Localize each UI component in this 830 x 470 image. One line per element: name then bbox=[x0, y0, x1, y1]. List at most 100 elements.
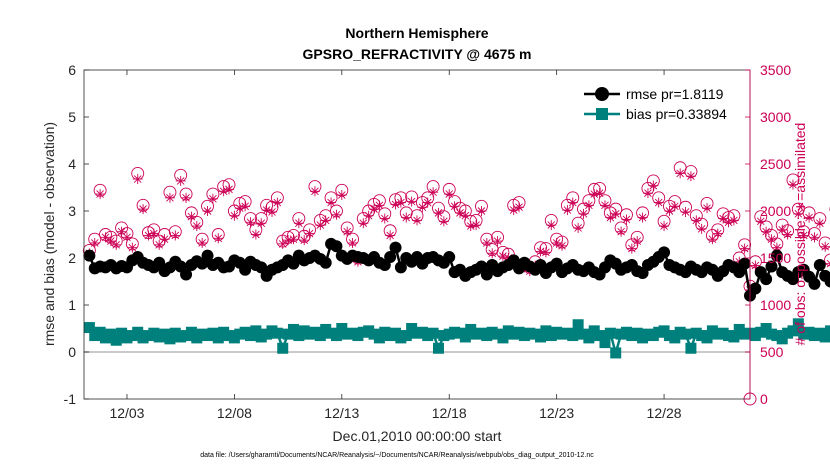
bias-point bbox=[373, 332, 385, 344]
obs-assimilated-point bbox=[599, 200, 610, 211]
bias-point bbox=[105, 328, 117, 340]
obs-assimilated-point bbox=[487, 248, 498, 259]
obs-assimilated-point bbox=[578, 208, 589, 219]
obs-assimilated-point bbox=[395, 197, 406, 208]
obs-assimilated-point bbox=[132, 174, 143, 185]
obs-assimilated-point bbox=[304, 228, 315, 239]
obs-assimilated-point bbox=[659, 221, 670, 232]
y-tick-label: -1 bbox=[64, 391, 77, 407]
obs-assimilated-point bbox=[250, 229, 261, 240]
rmse-point bbox=[760, 273, 773, 286]
obs-assimilated-point bbox=[685, 171, 696, 182]
bias-point bbox=[701, 332, 713, 344]
y-axis-label: rmse and bias (model - observation) bbox=[41, 122, 57, 346]
obs-assimilated-point bbox=[728, 215, 739, 226]
obs-assimilated-point bbox=[213, 233, 224, 244]
obs-assimilated-point bbox=[777, 224, 788, 235]
obs-assimilated-point bbox=[492, 236, 503, 247]
legend-rmse-marker bbox=[595, 87, 609, 101]
obs-assimilated-point bbox=[739, 243, 750, 254]
legend-bias-marker bbox=[596, 108, 608, 120]
rmse-point bbox=[180, 268, 193, 281]
obs-assimilated-point bbox=[669, 201, 680, 212]
obs-assimilated-point bbox=[691, 215, 702, 226]
obs-assimilated-point bbox=[723, 217, 734, 228]
obs-assimilated-point bbox=[621, 214, 632, 225]
obs-assimilated-point bbox=[412, 215, 422, 226]
rmse-point bbox=[83, 249, 96, 262]
bias-point bbox=[572, 319, 584, 331]
obs-assimilated-point bbox=[148, 228, 159, 239]
obs-assimilated-point bbox=[481, 237, 492, 248]
obs-assimilated-point bbox=[326, 197, 337, 208]
bias-point bbox=[400, 330, 412, 342]
obs-assimilated-point bbox=[551, 237, 562, 248]
obs-assimilated-point bbox=[696, 223, 707, 234]
obs-assimilated-point bbox=[766, 234, 777, 245]
obs-assimilated-point bbox=[309, 186, 320, 197]
obs-assimilated-point bbox=[288, 234, 299, 245]
obs-assimilated-point bbox=[256, 218, 267, 229]
y-tick-label: 2 bbox=[68, 250, 76, 266]
bias-point bbox=[132, 326, 144, 338]
obs-assimilated-point bbox=[202, 206, 213, 216]
y-tick-label: 6 bbox=[68, 62, 76, 78]
obs-assimilated-point bbox=[782, 229, 793, 240]
bias-point bbox=[277, 342, 289, 354]
obs-assimilated-point bbox=[567, 197, 578, 208]
x-tick-label: 12/18 bbox=[432, 405, 467, 421]
obs-assimilated-point bbox=[170, 230, 181, 241]
obs-assimilated-point bbox=[718, 213, 729, 224]
rmse-point bbox=[480, 268, 493, 281]
obs-assimilated-point bbox=[336, 190, 347, 201]
obs-assimilated-point bbox=[358, 218, 369, 229]
obs-assimilated-point bbox=[299, 235, 310, 246]
y-tick-label: 1 bbox=[68, 297, 76, 313]
bias-point bbox=[680, 328, 692, 340]
obs-assimilated-point bbox=[664, 206, 675, 216]
obs-assimilated-point bbox=[809, 232, 820, 243]
obs-assimilated-point bbox=[224, 184, 235, 195]
bias-point bbox=[427, 327, 439, 339]
obs-assimilated-point bbox=[449, 201, 460, 212]
legend: rmse pr=1.8119 bias pr=0.33894 bbox=[577, 78, 743, 126]
bias-point bbox=[610, 347, 622, 359]
obs-assimilated-point bbox=[793, 208, 804, 219]
bias-point bbox=[432, 342, 444, 354]
obs-assimilated-point bbox=[207, 193, 218, 204]
obs-assimilated-point bbox=[111, 239, 122, 250]
obs-assimilated-point bbox=[175, 175, 186, 186]
chart-title: Northern Hemisphere bbox=[345, 25, 488, 41]
series-group bbox=[83, 237, 830, 359]
obs-assimilated-point bbox=[648, 180, 659, 191]
obs-assimilated-point bbox=[535, 246, 546, 257]
obs-assimilated-point bbox=[245, 217, 256, 228]
obs-assimilated-point bbox=[712, 228, 723, 239]
obs-assimilated-point bbox=[825, 259, 830, 268]
rmse-point bbox=[394, 261, 407, 274]
rmse-point bbox=[770, 249, 783, 262]
bias-point bbox=[83, 322, 95, 334]
bias-point bbox=[271, 327, 283, 339]
obs-assimilated-point bbox=[105, 236, 116, 247]
bias-point bbox=[594, 330, 606, 342]
bias-point bbox=[604, 327, 616, 339]
obs-assimilated-point bbox=[95, 189, 106, 200]
x-tick-label: 12/08 bbox=[217, 405, 252, 421]
bias-point bbox=[792, 318, 804, 330]
obs-assimilated-point bbox=[428, 187, 439, 198]
obs-assimilated-point bbox=[557, 240, 568, 251]
obs-assimilated-point bbox=[573, 222, 584, 233]
obs-assimilated-point bbox=[331, 209, 342, 220]
bias-point bbox=[110, 334, 122, 346]
obs-assimilated-point bbox=[159, 234, 170, 245]
y-right-tick-label: 3500 bbox=[760, 62, 791, 78]
rmse-point bbox=[319, 256, 332, 269]
legend-rmse-label: rmse pr=1.8119 bbox=[626, 86, 724, 102]
obs-assimilated-point bbox=[675, 168, 686, 179]
bias-point bbox=[825, 325, 830, 337]
rmse-point bbox=[201, 249, 214, 262]
obs-assimilated-point bbox=[626, 243, 637, 254]
y-right-tick-label: 2500 bbox=[760, 156, 791, 172]
